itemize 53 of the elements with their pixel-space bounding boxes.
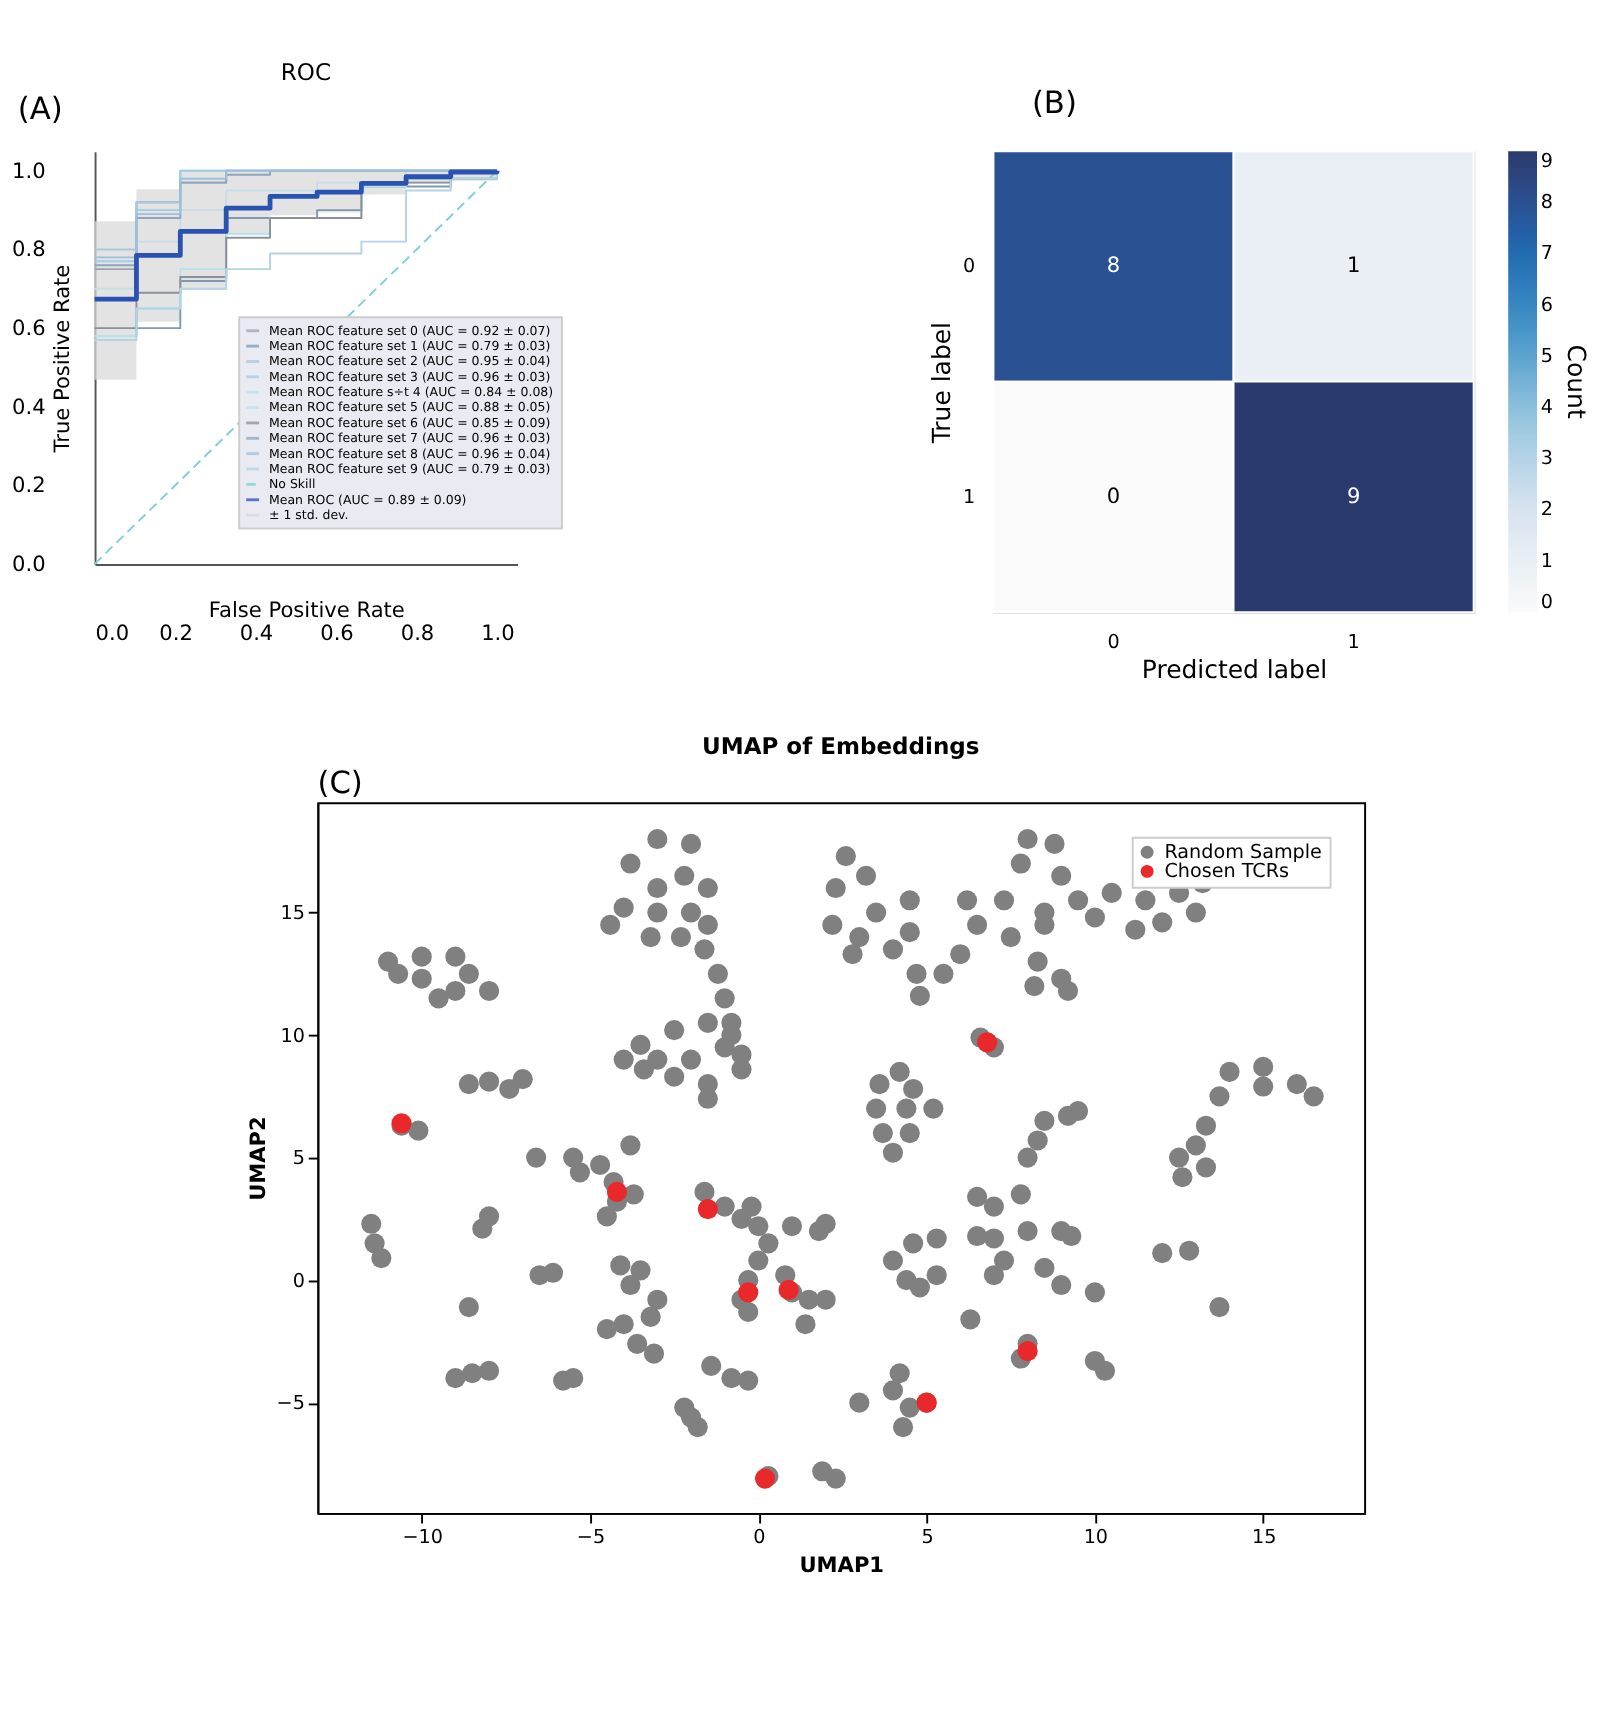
x-tick-label: 5 — [921, 1526, 934, 1549]
color-bar-label: 7 — [1540, 243, 1554, 266]
x-tick-label: 0.2 — [159, 621, 193, 646]
x-tick-label: 0.0 — [95, 621, 130, 646]
chart-title: UMAP of Embeddings — [702, 732, 980, 761]
data-label: 0 — [1106, 484, 1121, 509]
y-tick-label: 0 — [292, 1270, 305, 1293]
color-bar-label: 6 — [1540, 294, 1554, 317]
text: (C) — [317, 764, 363, 801]
color-bar-label: 0 — [1540, 592, 1554, 615]
y-tick-label: 10 — [280, 1025, 305, 1048]
legend-label: Chosen TCRs — [1164, 861, 1290, 884]
color-bar-label: 2 — [1540, 499, 1554, 522]
y-tick-label: 5 — [292, 1148, 305, 1171]
x-tick-label: 0.4 — [239, 621, 274, 646]
x-tick-label: −5 — [576, 1526, 606, 1549]
y-tick-label: 0.6 — [12, 316, 47, 341]
data-label: 1 — [1346, 254, 1361, 279]
x-tick-label: 15 — [1251, 1526, 1277, 1549]
chart-title: ROC — [280, 58, 331, 87]
y-axis-title: UMAP2 — [247, 1116, 272, 1201]
x-tick-label: 0.8 — [400, 621, 435, 646]
data-label: 9 — [1346, 484, 1361, 509]
color-bar-label: 1 — [1540, 550, 1554, 573]
y-tick-label: 0.2 — [12, 474, 46, 499]
y-axis-title: True label — [925, 322, 956, 446]
y-tick-label: 1.0 — [12, 159, 47, 184]
x-tick-label: 0.6 — [320, 621, 355, 646]
x-axis-title: UMAP1 — [799, 1553, 885, 1578]
x-tick-label: 0 — [1107, 631, 1120, 654]
x-tick-label: −10 — [402, 1526, 443, 1549]
x-axis-title: False Positive Rate — [208, 598, 405, 623]
text: (A) — [17, 90, 63, 127]
y-tick-label: 0.8 — [12, 238, 46, 263]
x-tick-label: 10 — [1083, 1526, 1109, 1549]
text: (B) — [1031, 84, 1077, 121]
x-tick-label: 1 — [1347, 631, 1360, 654]
data-label: 8 — [1106, 254, 1121, 279]
x-tick-label: 0 — [753, 1526, 766, 1549]
color-bar-label: 8 — [1540, 192, 1554, 215]
x-axis-title: Predicted label — [1141, 654, 1328, 685]
color-bar-title: Count — [1561, 344, 1592, 419]
x-tick-label: 1.0 — [481, 621, 516, 646]
color-bar-label: 5 — [1540, 345, 1554, 368]
y-tick-label: 0.0 — [12, 552, 47, 577]
y-tick-label: −5 — [276, 1393, 305, 1416]
y-tick-label: 15 — [280, 903, 305, 926]
color-bar-label: 3 — [1540, 448, 1554, 471]
y-axis-title: True Positive Rate — [50, 264, 75, 455]
color-bar-label: 9 — [1540, 150, 1554, 173]
legend-label: Random Sample — [1164, 841, 1323, 864]
y-tick-label: 0.4 — [12, 395, 47, 420]
color-bar-label: 4 — [1540, 397, 1554, 420]
